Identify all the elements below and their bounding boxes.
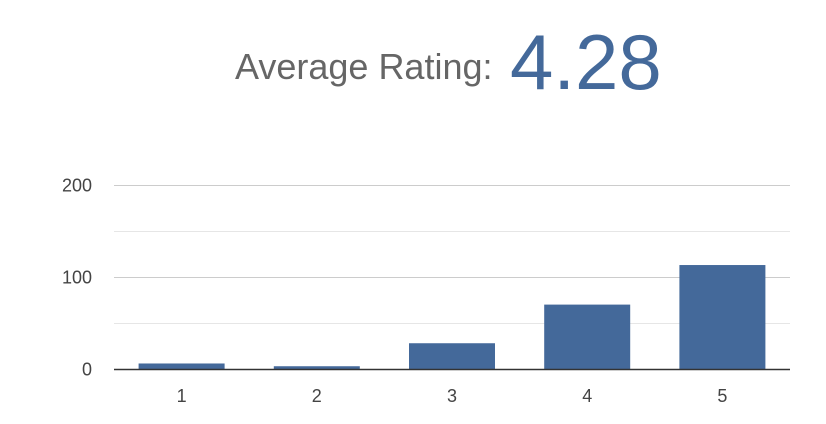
bar-1 bbox=[138, 363, 225, 369]
x-tick-label: 3 bbox=[447, 386, 457, 406]
x-tick-label: 5 bbox=[717, 386, 727, 406]
bar-4 bbox=[544, 304, 631, 369]
y-tick-label: 100 bbox=[62, 268, 92, 288]
x-tick-label: 2 bbox=[312, 386, 322, 406]
rating-header: Average Rating: 4.28 bbox=[0, 0, 826, 120]
tick-labels: 0 100 200 1 2 3 4 5 bbox=[62, 176, 727, 407]
bar-2 bbox=[273, 366, 360, 369]
y-tick-label: 0 bbox=[82, 360, 92, 380]
bar-5 bbox=[679, 265, 766, 369]
average-rating-value: 4.28 bbox=[510, 18, 662, 106]
x-tick-label: 1 bbox=[177, 386, 187, 406]
x-tick-label: 4 bbox=[582, 386, 592, 406]
bars bbox=[138, 265, 766, 369]
gridlines bbox=[114, 185, 790, 324]
bar-3 bbox=[409, 343, 495, 369]
y-tick-label: 200 bbox=[62, 176, 92, 196]
average-rating-label: Average Rating: bbox=[235, 46, 493, 87]
